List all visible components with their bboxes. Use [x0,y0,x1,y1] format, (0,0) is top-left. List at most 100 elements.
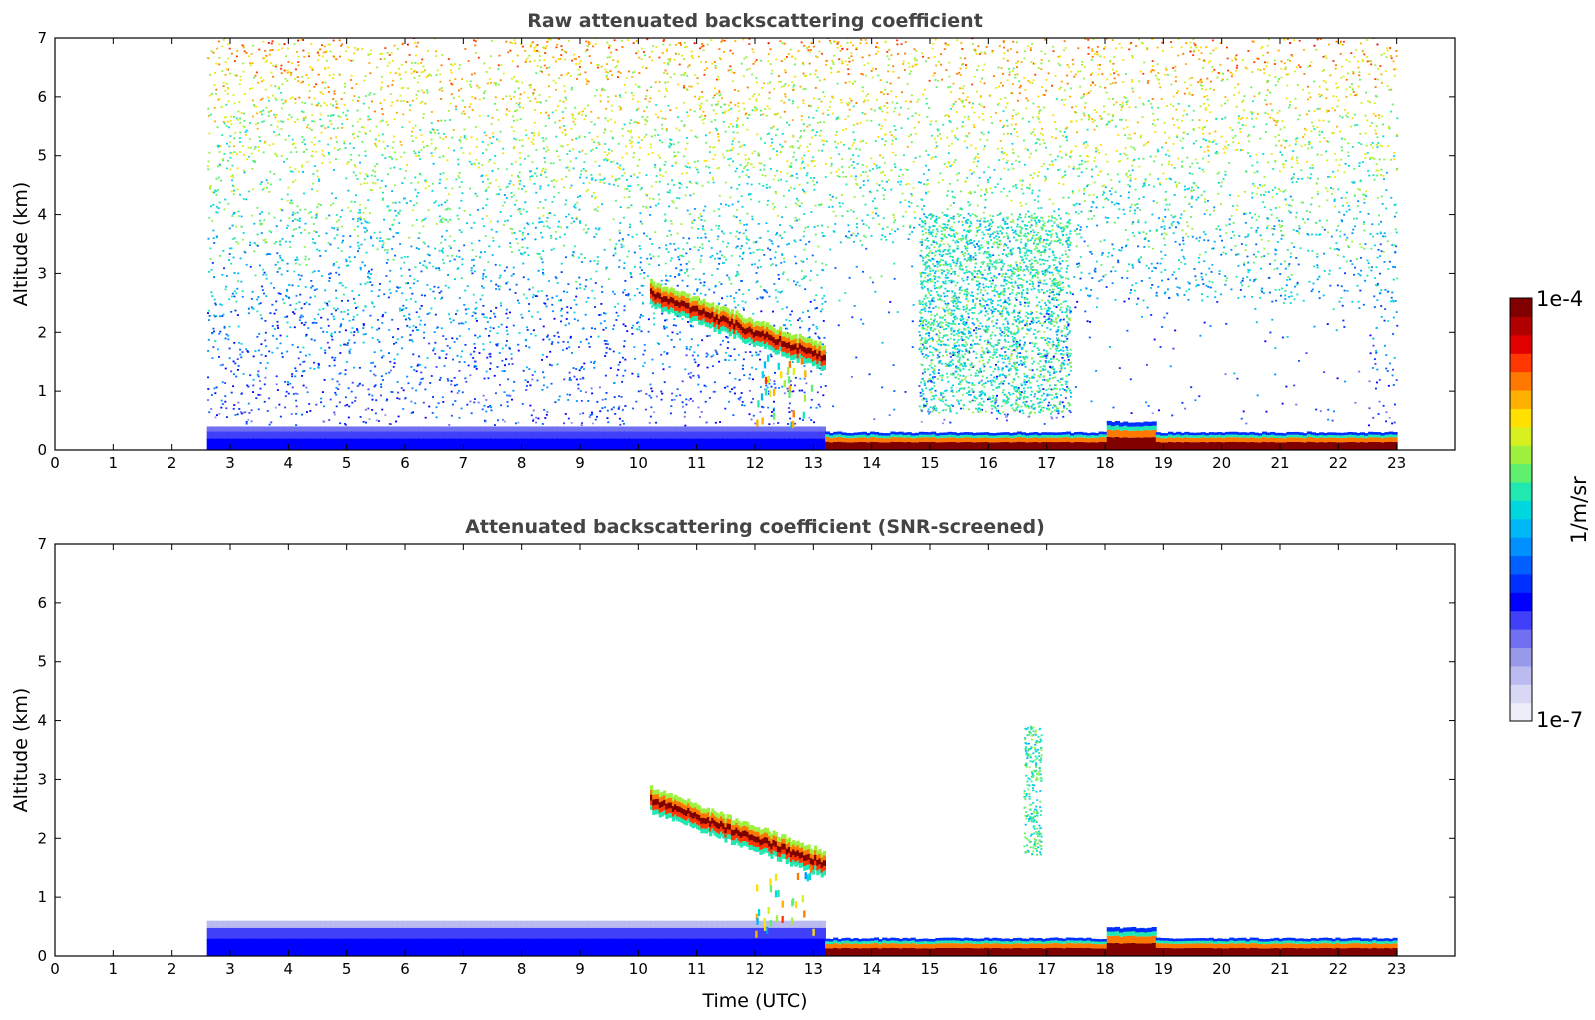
heatmap-cell-noise-background [258,136,261,138]
heatmap-cell-noise-background [688,260,691,263]
heatmap-cell-noise-background [460,277,463,280]
heatmap-cell-noise-background [851,316,854,319]
heatmap-cell-noise-background [565,256,568,259]
heatmap-cell-noise-background [1183,257,1186,260]
heatmap-cell-noise-background [886,226,889,229]
heatmap-cell-noise-background [571,352,574,354]
heatmap-cell-noise-background [1318,219,1321,222]
heatmap-cell-noise-background [1050,84,1053,87]
heatmap-cell-noise-background [494,96,497,99]
heatmap-cell-noise-background [1086,183,1089,186]
heatmap-cell-noise-background [271,325,274,327]
heatmap-cell-noise-background [1279,226,1282,228]
heatmap-cell-noise-background [658,56,661,59]
heatmap-cell-noise-background [919,181,922,184]
heatmap-cell-noise-background [451,83,454,86]
heatmap-cell-noise-background [1016,66,1019,69]
heatmap-cell-noise-background [380,88,383,91]
heatmap-cell-noise-background [783,101,786,104]
heatmap-cell-noise-background [1347,204,1350,207]
heatmap-cell-noise-background [550,237,553,239]
heatmap-cell-noise-background [304,116,307,119]
heatmap-cell-noise-background [1032,79,1035,82]
heatmap-cell-noise-background [340,98,343,100]
heatmap-cell-noise-background [356,314,359,316]
heatmap-cell-noise-background [1006,49,1009,52]
heatmap-cell-noise-background [1181,401,1184,404]
heatmap-cell-noise-background [918,114,921,116]
heatmap-cell-noise-background [391,224,394,226]
heatmap-cell-noise-background [599,181,602,183]
heatmap-cell-noise-background [796,177,799,179]
heatmap-cell-noise-background [1357,141,1360,144]
heatmap-cell-noise-background [724,351,727,354]
heatmap-cell-noise-background [618,417,621,420]
heatmap-cell-noise-background [291,202,294,205]
heatmap-cell-noise-background [453,341,456,343]
heatmap-cell-noise-background [623,345,626,348]
heatmap-cell-noise-background [687,115,690,117]
heatmap-cell-noise-background [949,355,952,358]
heatmap-cell-noise-background [301,141,304,144]
heatmap-cell-noise-background [435,366,438,368]
heatmap-cell-noise-background [509,215,512,217]
heatmap-cell-noise-background [389,93,392,95]
heatmap-cell-noise-background [1078,189,1081,192]
heatmap-cell-noise-background [772,178,775,181]
heatmap-cell-noise-background [799,239,802,242]
heatmap-cell-noise-background [777,245,780,248]
heatmap-cell-noise-background [618,259,621,262]
heatmap-cell-noise-background [414,124,417,127]
heatmap-cell-noise-background [1360,102,1363,104]
heatmap-cell-noise-background [414,176,417,179]
heatmap-cell-noise-background [388,329,391,331]
heatmap-cell-noise-background [1093,156,1096,159]
heatmap-cell-noise-background [1377,169,1380,172]
heatmap-cell-noise-background [1076,263,1079,265]
heatmap-cell-noise-background [949,204,952,207]
heatmap-cell-noise-background [800,115,803,117]
heatmap-cell-noise-background [803,365,806,367]
heatmap-cell-noise-background [830,71,833,74]
heatmap-cell-noise-background [423,323,426,326]
heatmap-cell-noise-background [1347,245,1350,247]
heatmap-cell-noise-background [777,179,780,182]
heatmap-cell-noise-background [771,242,774,245]
heatmap-cell-noise-background [241,44,244,47]
heatmap-cell-noise-background [1329,74,1332,77]
heatmap-cell-noise-background [1097,73,1100,76]
heatmap-cell-noise-background [579,195,582,197]
heatmap-cell-noise-background [1364,114,1367,117]
heatmap-cell-noise-background [1203,102,1206,105]
heatmap-cell-noise-background [804,226,807,229]
heatmap-cell-noise-background [337,115,340,117]
heatmap-cell-noise-background [684,165,687,168]
heatmap-cell-noise-background [449,218,452,221]
heatmap-cell-noise-background [662,175,665,178]
heatmap-cell-noise-background [322,330,325,333]
heatmap-cell-noise-background [985,256,988,259]
heatmap-cell-noise-background [1105,91,1108,94]
heatmap-cell-noise-background [626,188,629,190]
heatmap-cell-noise-background [1252,125,1255,128]
heatmap-cell-noise-background [1038,112,1041,115]
heatmap-cell-noise-background [484,420,487,423]
heatmap-cell-noise-background [713,146,716,148]
heatmap-cell-noise-background [1127,191,1130,194]
heatmap-cell-noise-background [1080,97,1083,99]
heatmap-cell-noise-background [991,49,994,52]
heatmap-cell-noise-background [1064,127,1067,130]
heatmap-cell-noise-background [578,111,581,114]
heatmap-cell-noise-background [245,129,248,132]
heatmap-cell-noise-background [776,128,779,131]
heatmap-cell-noise-background [273,216,276,219]
heatmap-cell-noise-background [984,198,987,201]
heatmap-cell-noise-background [290,62,293,65]
heatmap-cell-noise-background [985,191,988,194]
heatmap-cell-noise-background [276,155,279,158]
heatmap-cell-noise-background [371,284,374,286]
heatmap-cell-noise-background [900,91,903,94]
heatmap-cell-noise-background [1101,73,1104,75]
heatmap-cell-noise-background [738,398,741,401]
heatmap-cell-noise-background [233,212,236,214]
